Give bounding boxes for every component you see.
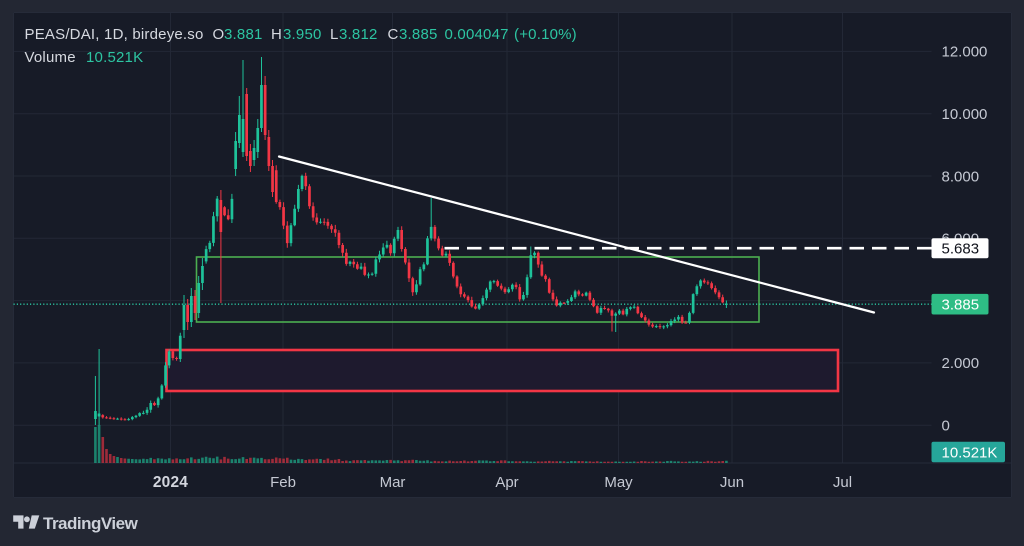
svg-text:(+0.10%): (+0.10%) <box>514 26 577 43</box>
svg-text:May: May <box>604 474 633 491</box>
svg-text:3.885: 3.885 <box>399 26 438 43</box>
svg-text:3.881: 3.881 <box>224 26 263 43</box>
svg-text:TradingView: TradingView <box>43 514 139 533</box>
svg-text:3.885: 3.885 <box>942 297 980 314</box>
svg-text:Apr: Apr <box>495 474 518 491</box>
svg-text:12.000: 12.000 <box>942 44 988 61</box>
svg-text:10.000: 10.000 <box>942 106 988 123</box>
svg-text:3.812: 3.812 <box>339 26 378 43</box>
svg-text:Mar: Mar <box>380 474 406 491</box>
svg-text:5.683: 5.683 <box>942 241 980 258</box>
svg-text:PEAS/DAI, 1D, birdeye.so: PEAS/DAI, 1D, birdeye.so <box>25 26 204 43</box>
svg-text:8.000: 8.000 <box>942 168 980 185</box>
svg-text:Volume: Volume <box>25 49 76 66</box>
svg-text:10.521K: 10.521K <box>942 444 998 461</box>
svg-text:O: O <box>213 26 225 43</box>
svg-text:0.004047: 0.004047 <box>445 26 509 43</box>
svg-text:Feb: Feb <box>270 474 296 491</box>
svg-text:0: 0 <box>942 418 950 435</box>
svg-text:C: C <box>388 26 399 43</box>
svg-text:Jun: Jun <box>720 474 744 491</box>
svg-text:2.000: 2.000 <box>942 355 980 372</box>
svg-text:10.521K: 10.521K <box>86 49 143 66</box>
svg-text:L: L <box>330 26 339 43</box>
svg-text:Jul: Jul <box>833 474 852 491</box>
svg-text:2024: 2024 <box>153 474 188 491</box>
svg-text:3.950: 3.950 <box>283 26 322 43</box>
svg-text:H: H <box>271 26 282 43</box>
